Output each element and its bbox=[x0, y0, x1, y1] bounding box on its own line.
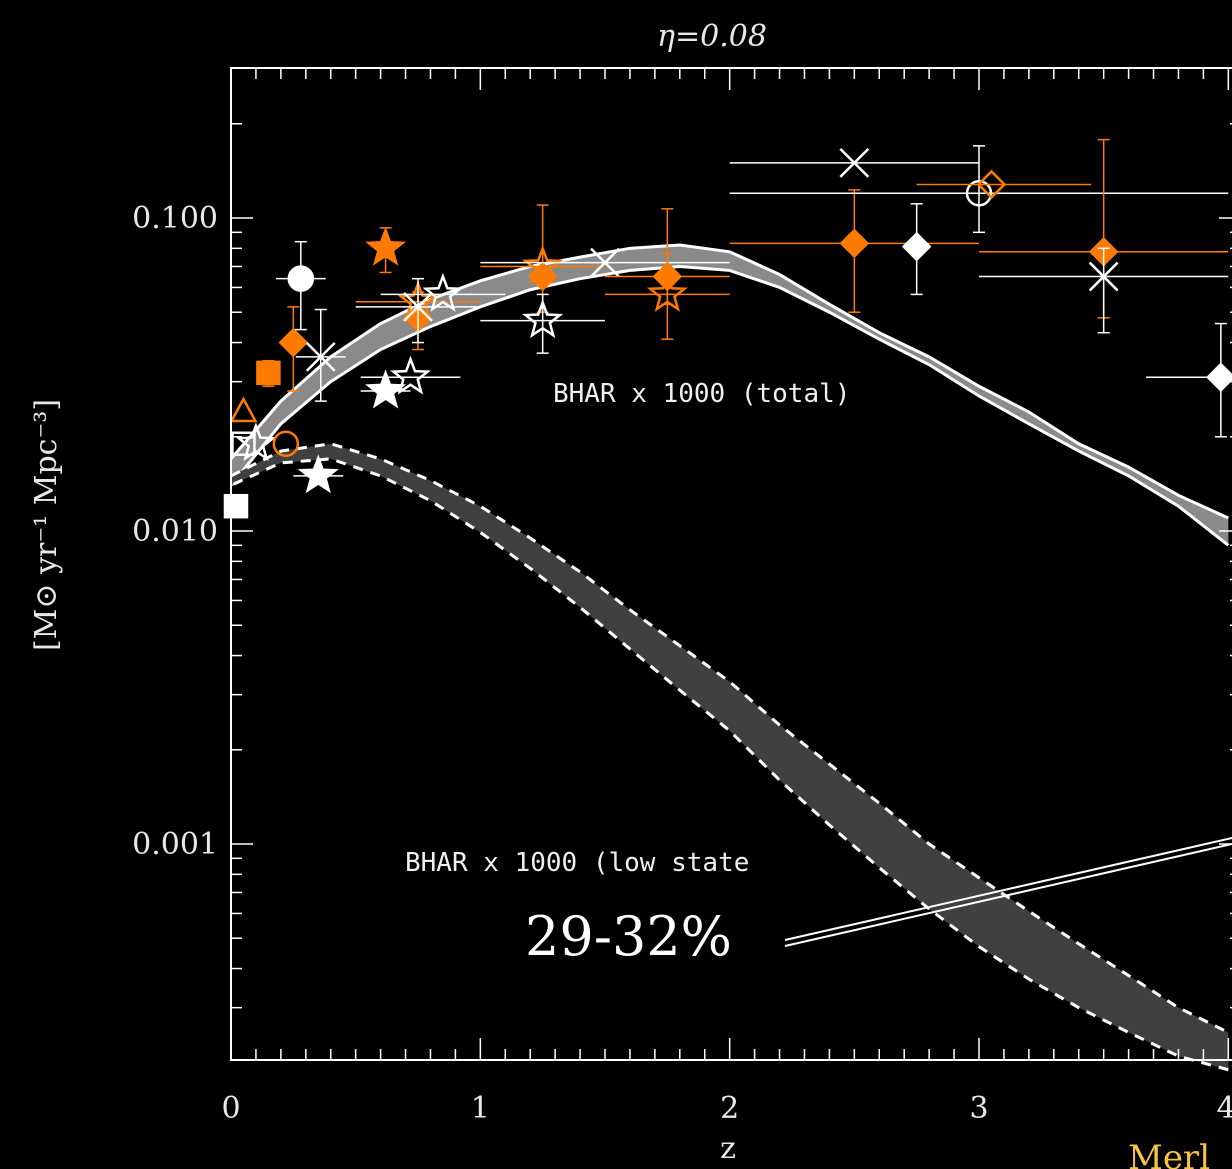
x-marker-stroke bbox=[1088, 261, 1119, 292]
data-point-7 bbox=[275, 240, 326, 331]
x-marker-stroke bbox=[305, 341, 336, 372]
data-point-1 bbox=[231, 431, 256, 457]
total-band-label: BHAR x 1000 (total) bbox=[553, 379, 850, 409]
data-point-25 bbox=[901, 203, 932, 296]
circle-marker bbox=[287, 265, 315, 292]
y-tick-label: 0.001 bbox=[132, 827, 218, 862]
x-tick-label: 0 bbox=[221, 1091, 240, 1126]
bands bbox=[229, 243, 1230, 1072]
x-axis-label: z bbox=[720, 1131, 736, 1166]
data-point-18 bbox=[527, 261, 558, 292]
x-marker-stroke bbox=[839, 147, 870, 178]
data-point-9 bbox=[295, 308, 346, 402]
band-edge-upper-0 bbox=[229, 243, 1229, 520]
star-marker bbox=[235, 422, 277, 462]
star-marker bbox=[365, 369, 407, 409]
diamond-marker bbox=[1206, 362, 1232, 392]
diamond-marker bbox=[527, 261, 558, 292]
data-point-0 bbox=[223, 493, 249, 519]
fraction-pointer bbox=[784, 837, 1232, 947]
credit-text: Merl bbox=[1128, 1138, 1210, 1169]
x-tick-label: 2 bbox=[720, 1091, 739, 1126]
square-marker bbox=[223, 493, 249, 519]
x-tick-label: 1 bbox=[471, 1091, 490, 1126]
data-point-5 bbox=[272, 430, 300, 458]
data-point-19 bbox=[480, 293, 605, 354]
data-point-24 bbox=[729, 147, 979, 178]
band-edge-lower-1 bbox=[230, 457, 1229, 1072]
plot-frame bbox=[230, 67, 1232, 1061]
square-marker bbox=[256, 360, 281, 386]
star-marker bbox=[389, 355, 432, 395]
triangle-marker bbox=[229, 396, 258, 423]
circle-marker bbox=[965, 179, 993, 207]
diamond-marker bbox=[839, 228, 870, 259]
data-point-12 bbox=[360, 355, 461, 395]
data-point-15 bbox=[355, 277, 481, 344]
band-edge-upper-1 bbox=[230, 442, 1230, 1034]
y-tick-label: 0.100 bbox=[132, 201, 218, 236]
x-marker-stroke bbox=[590, 247, 620, 278]
y-axis-label: [M⊙ yr⁻¹ Mpc⁻³] bbox=[29, 399, 64, 651]
square-marker bbox=[231, 431, 256, 457]
band-fill-1 bbox=[231, 443, 1229, 1070]
data-point-22 bbox=[605, 208, 730, 340]
fraction-label: 29-32% bbox=[525, 905, 732, 968]
data-point-29 bbox=[979, 247, 1229, 334]
star-marker bbox=[297, 454, 339, 494]
x-marker-stroke bbox=[403, 292, 433, 322]
diamond-marker bbox=[976, 169, 1007, 200]
data-point-27 bbox=[916, 169, 1092, 200]
x-tick-label: 3 bbox=[969, 1091, 988, 1126]
data-point-10 bbox=[365, 226, 407, 274]
data-point-4 bbox=[256, 359, 281, 388]
star-marker bbox=[422, 272, 464, 312]
data-point-23 bbox=[729, 189, 979, 313]
data-point-8 bbox=[293, 454, 344, 494]
diamond-marker bbox=[278, 327, 309, 358]
chart-title: η=0.08 bbox=[657, 19, 767, 54]
data-point-20 bbox=[480, 247, 730, 278]
y-tick-label: 0.010 bbox=[132, 514, 218, 549]
diamond-marker bbox=[901, 231, 932, 262]
star-marker bbox=[522, 299, 564, 339]
x-tick-label: 4 bbox=[1216, 1091, 1232, 1126]
circle-marker bbox=[272, 430, 300, 458]
data-point-26 bbox=[729, 145, 1229, 234]
data-points bbox=[223, 138, 1232, 519]
star-marker bbox=[646, 272, 688, 312]
star-marker bbox=[365, 226, 407, 266]
data-point-16 bbox=[380, 272, 506, 312]
data-point-2 bbox=[229, 396, 258, 423]
data-point-6 bbox=[278, 306, 309, 392]
data-point-3 bbox=[235, 422, 277, 462]
band-edge-lower-0 bbox=[229, 264, 1230, 547]
data-point-30 bbox=[1146, 322, 1232, 438]
low-band-label: BHAR x 1000 (low state bbox=[405, 848, 749, 878]
